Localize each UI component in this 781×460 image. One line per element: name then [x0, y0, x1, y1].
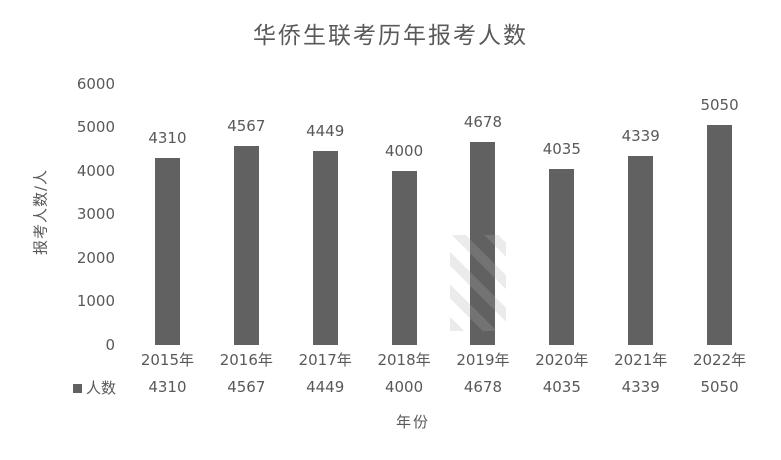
bar: [154, 157, 180, 345]
y-tick-label: 2000: [76, 248, 115, 267]
table-value: 4339: [621, 378, 660, 396]
bar-column: 4678: [444, 84, 523, 345]
bar: [233, 146, 259, 345]
table-value: 4000: [384, 378, 424, 396]
bar-value-label: 4035: [542, 140, 581, 159]
table-value: 4678: [463, 378, 503, 396]
y-tick-label: 3000: [76, 205, 115, 223]
category-label: 2020年: [535, 351, 589, 369]
bar-column: 5050: [680, 84, 759, 345]
bar-value-label: 4449: [306, 122, 345, 141]
bar-value-label: 4000: [384, 142, 424, 160]
bar-value-label: 4310: [148, 128, 187, 147]
bar: [628, 156, 654, 345]
category-row: 2015年 2016年 2017年 2018年 2019年 2020年 2021年 2022年: [128, 351, 759, 369]
table-value: 4310: [148, 378, 187, 396]
category-label: 2022年: [692, 351, 747, 369]
category-label: 2019年: [456, 351, 510, 369]
category-label: 2015年: [140, 351, 195, 369]
y-tick-label: 6000: [76, 74, 115, 93]
table-value: 4035: [542, 378, 581, 396]
bar-column: 4449: [286, 84, 365, 345]
bar-value-label: 5050: [700, 96, 739, 115]
bar-column: 4035: [522, 84, 601, 345]
bar-value-label: 4339: [621, 127, 660, 146]
category-label: 2017年: [298, 351, 352, 369]
category-label: 2021年: [614, 351, 668, 369]
table-value: 5050: [700, 378, 739, 396]
bar: [312, 151, 338, 345]
table-value: 4567: [227, 378, 266, 396]
legend-label: 人数: [86, 379, 117, 397]
bar-value-label: 4678: [463, 112, 503, 131]
x-axis-title: 年份: [395, 413, 431, 431]
legend: 人数: [73, 379, 116, 397]
chart-title: 华侨生联考历年报考人数: [253, 23, 528, 49]
y-tick-label: 4000: [76, 161, 115, 180]
legend-swatch-icon: [73, 383, 82, 393]
bar-value-label: 4567: [227, 117, 266, 136]
y-tick-label: 5000: [76, 118, 115, 136]
bar-column: 4339: [601, 84, 680, 345]
bar: [549, 169, 575, 345]
value-row: 4310 4567 4449 4000 4678 4035 4339 5050: [128, 378, 759, 396]
y-tick-label: 0: [105, 335, 115, 354]
y-tick-label: 1000: [76, 292, 115, 310]
table-value: 4449: [306, 378, 345, 396]
category-label: 2016年: [219, 351, 273, 369]
bar: [707, 125, 733, 345]
category-label: 2018年: [377, 351, 431, 369]
plot-area: 4310 4567 4449 4000 4678 4035 4339 5050: [128, 84, 759, 345]
bar-column: 4310: [128, 84, 207, 345]
bar-column: 4000: [365, 84, 444, 345]
bar: [391, 171, 417, 345]
bar: [470, 141, 496, 345]
bar-column: 4567: [207, 84, 286, 345]
